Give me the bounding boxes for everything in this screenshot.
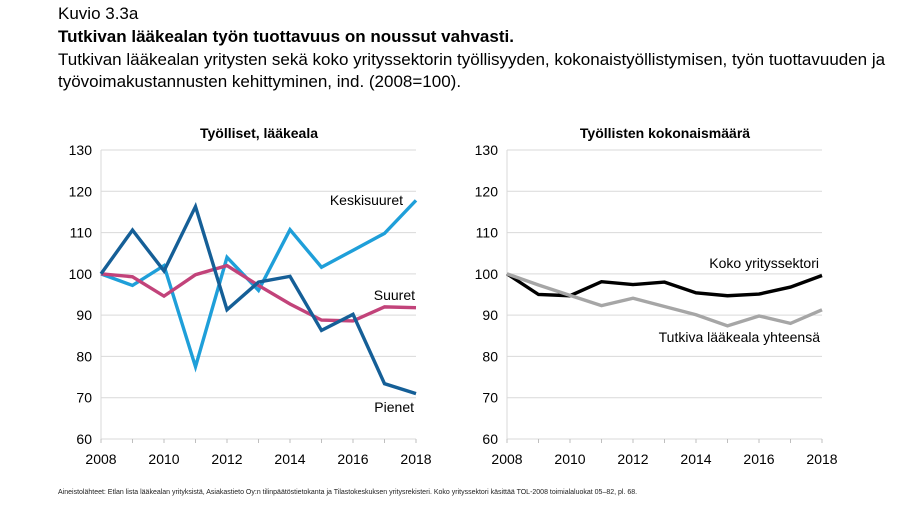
y-tick-label: 120 xyxy=(69,183,93,199)
series-line-pienet xyxy=(99,201,417,396)
y-tick-label: 90 xyxy=(76,307,92,323)
series-label: Keskisuuret xyxy=(330,192,403,208)
y-tick-label: 90 xyxy=(482,307,498,323)
x-tick-label: 2014 xyxy=(680,451,711,467)
y-tick-label: 80 xyxy=(482,348,498,364)
y-tick-label: 60 xyxy=(482,431,498,447)
y-tick-label: 110 xyxy=(70,225,93,241)
x-tick-label: 2008 xyxy=(85,451,116,467)
chart-title: Työllisten kokonaismäärä xyxy=(580,125,750,141)
series-line-keskisuuret xyxy=(100,199,418,373)
y-tick-label: 110 xyxy=(476,225,499,241)
x-tick-label: 2014 xyxy=(274,451,305,467)
series-label: Koko yrityssektori xyxy=(709,255,819,271)
x-tick-label: 2012 xyxy=(617,451,648,467)
x-tick-label: 2016 xyxy=(337,451,368,467)
series-label: Pienet xyxy=(374,399,414,415)
chart-total-employment: Työllisten kokonaismäärä 60 70 80 90 100 110 1… xyxy=(475,125,838,467)
figure-subtitle: Tutkivan lääkealan yritysten sekä koko y… xyxy=(58,50,886,91)
y-tick-label: 100 xyxy=(475,266,499,282)
series-label: Suuret xyxy=(374,287,415,303)
x-tick-label: 2010 xyxy=(148,451,179,467)
y-tick-label: 60 xyxy=(76,431,92,447)
x-tick-label: 2012 xyxy=(211,451,242,467)
source-note: Aineistolähteet: Etlan lista lääkealan y… xyxy=(58,489,638,496)
series-label: Tutkiva lääkeala yhteensä xyxy=(659,329,821,345)
x-tick-label: 2018 xyxy=(400,451,431,467)
series-line-koko-yrityssektori xyxy=(506,272,823,298)
figure-label: Kuvio 3.3a xyxy=(58,4,139,23)
series-line-tutkiva-lääkeala-yhteensä xyxy=(506,272,823,328)
y-tick-label: 130 xyxy=(475,142,499,158)
series-line-suuret xyxy=(100,263,417,323)
x-tick-label: 2010 xyxy=(554,451,585,467)
y-tick-label: 130 xyxy=(69,142,93,158)
x-tick-label: 2018 xyxy=(806,451,837,467)
chart-title: Työlliset, lääkeala xyxy=(200,125,318,141)
y-tick-label: 80 xyxy=(76,348,92,364)
y-tick-label: 120 xyxy=(475,183,499,199)
x-tick-label: 2008 xyxy=(491,451,522,467)
figure-title: Tutkivan lääkealan työn tuottavuus on no… xyxy=(58,27,514,46)
y-tick-label: 70 xyxy=(76,390,92,406)
chart-employees-pharma: Työlliset, lääkeala 60 70 80 90 100 110 120 130… xyxy=(69,125,432,467)
y-tick-label: 70 xyxy=(482,390,498,406)
y-tick-label: 100 xyxy=(69,266,93,282)
x-tick-label: 2016 xyxy=(743,451,774,467)
